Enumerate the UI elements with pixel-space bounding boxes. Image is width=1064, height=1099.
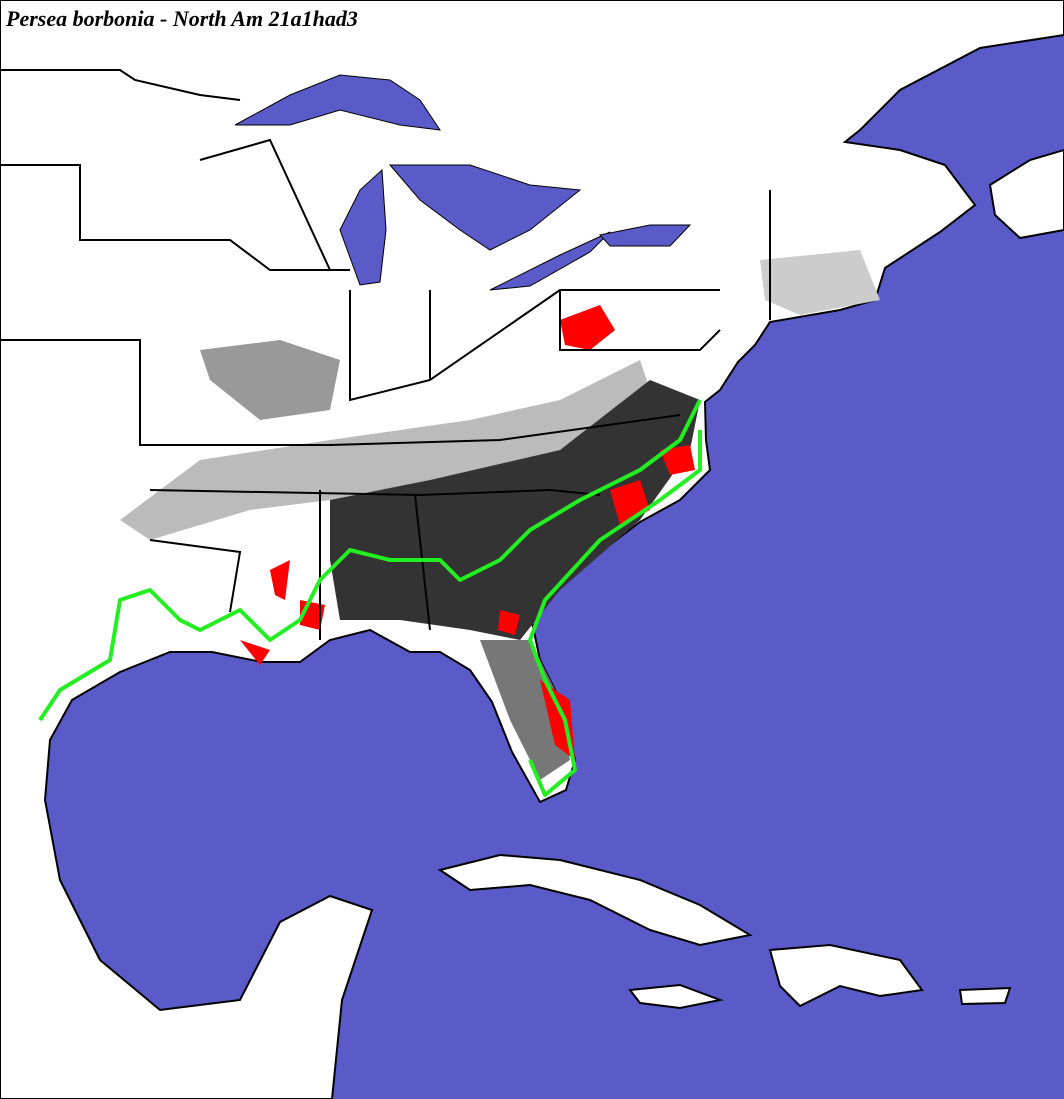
state-borders	[0, 69, 771, 640]
puerto-rico	[958, 986, 1012, 1006]
great-lakes	[234, 74, 692, 291]
newfoundland	[988, 148, 1064, 240]
hispaniola	[768, 943, 924, 1008]
cuba	[437, 853, 753, 947]
jamaica	[628, 983, 724, 1010]
distribution-shading	[120, 250, 880, 780]
range-outline	[38, 399, 702, 797]
red-patches	[240, 305, 695, 760]
map-title: Persea borbonia - North Am 21a1had3	[5, 6, 358, 31]
